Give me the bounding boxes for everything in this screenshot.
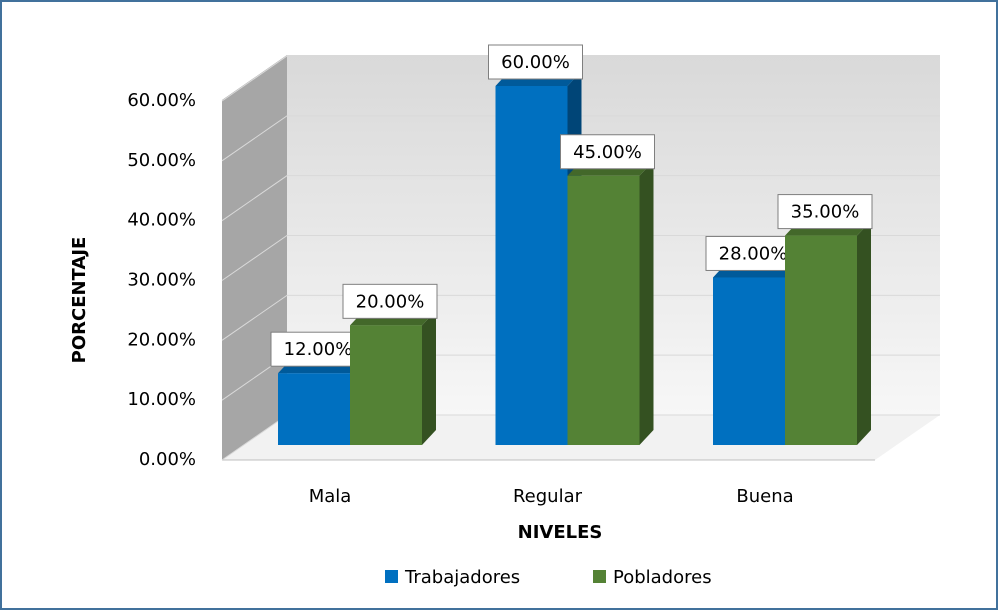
y-tick-label: 10.00% [127,389,196,410]
legend-swatch [385,570,398,583]
value-label-box [777,194,873,230]
bar-side [857,220,871,445]
legend-label: Trabajadores [404,567,520,588]
legend-label: Pobladores [613,567,712,588]
bar [350,310,436,445]
value-label: 60.00% [501,52,570,73]
value-label-box [270,331,366,367]
grid-line [221,175,940,222]
value-label: 28.00% [719,243,788,264]
grid-line [221,235,940,281]
value-label: 35.00% [791,202,860,223]
y-tick-label: 40.00% [127,210,196,231]
grid-line [221,115,940,162]
value-label: 20.00% [356,291,425,312]
value-label: 12.00% [284,339,353,360]
y-tick-label: 60.00% [127,90,196,111]
y-axis-title: PORCENTAJE [69,237,90,364]
x-axis-title: NIVELES [518,522,603,543]
x-tick-label: Buena [736,486,793,507]
grid-line [221,55,940,102]
x-tick-label: Regular [513,486,583,507]
value-label-box [705,235,801,271]
y-tick-label: 30.00% [127,270,196,291]
bar-front [495,86,568,445]
bar [567,160,654,445]
legend-swatch [593,570,606,583]
value-label-box [342,283,438,319]
y-tick-label: 0.00% [139,449,196,470]
bar-front [567,175,640,445]
bar [785,220,871,445]
y-tick-label: 20.00% [127,329,196,350]
bar-front [785,235,857,445]
value-label: 45.00% [573,142,642,163]
bar-front [713,277,785,445]
x-tick-label: Mala [309,486,352,507]
y-tick-label: 50.00% [127,150,196,171]
bar-front [278,373,350,445]
value-label-box [560,134,655,170]
value-label-box [488,44,583,80]
bar-side [422,310,436,445]
bar-front [350,325,422,445]
bar-side [639,160,654,445]
